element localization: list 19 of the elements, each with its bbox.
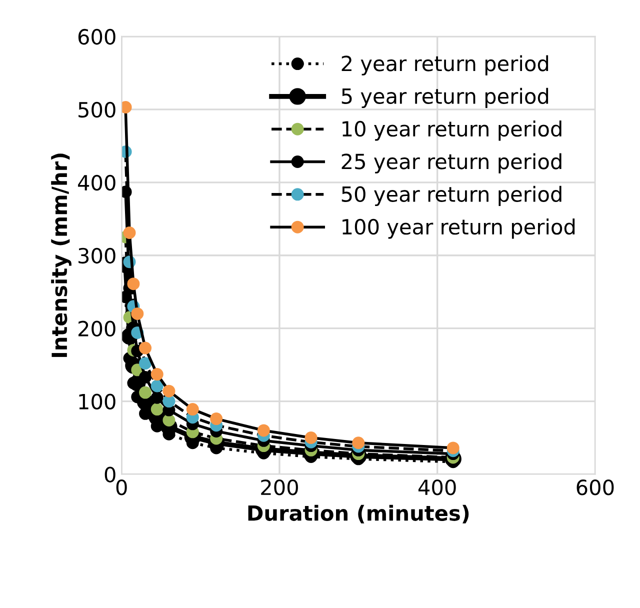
legend-label: 100 year return period [342,218,575,239]
y-axis-title: Intensity (mm/hr) [51,154,72,357]
legend-label: 5 year return period [342,88,548,108]
x-tick-label: 400 [418,479,456,496]
legend-label: 50 year return period [342,186,562,206]
x-tick-label: 200 [261,479,298,496]
legend-label: 10 year return period [342,120,562,141]
x-tick-label: 0 [116,479,127,496]
y-tick-label: 100 [79,394,116,410]
x-axis-title: Duration (minutes) [248,504,469,524]
y-tick-label: 600 [78,28,116,45]
y-tick-label: 400 [78,174,116,191]
x-tick-label: 600 [576,479,614,496]
y-tick-label: 500 [78,102,116,118]
legend-label: 2 year return period [342,55,548,76]
legend-label: 25 year return period [342,153,562,174]
y-tick-label: 300 [78,248,116,264]
y-tick-label: 200 [78,320,116,337]
y-tick-label: 0 [104,466,116,482]
